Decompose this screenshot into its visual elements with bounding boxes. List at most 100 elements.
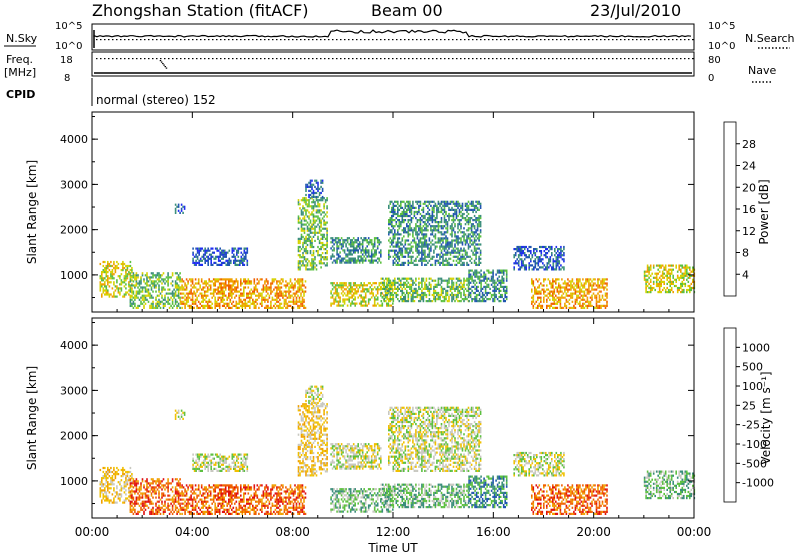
power-cell bbox=[155, 276, 157, 279]
power-cell bbox=[204, 253, 206, 256]
nave-dot bbox=[300, 58, 302, 60]
power-cell bbox=[398, 233, 401, 236]
power-cell bbox=[375, 282, 377, 285]
power-cell bbox=[410, 206, 413, 209]
power-cell bbox=[221, 298, 224, 301]
power-cell bbox=[271, 290, 274, 293]
power-cell bbox=[270, 300, 272, 303]
power-cell bbox=[407, 247, 410, 250]
power-cell bbox=[224, 288, 227, 291]
power-cell bbox=[217, 286, 219, 289]
power-cell bbox=[141, 290, 144, 293]
power-cell bbox=[241, 294, 244, 297]
nsearch-dot bbox=[464, 39, 466, 41]
power-cell bbox=[179, 286, 182, 289]
power-cell bbox=[297, 280, 299, 283]
power-cell bbox=[158, 276, 160, 279]
power-cell bbox=[562, 286, 565, 289]
power-cell bbox=[375, 298, 377, 301]
power-cell bbox=[194, 286, 197, 289]
power-cell bbox=[184, 282, 186, 285]
power-cell bbox=[218, 282, 221, 285]
power-cell bbox=[469, 295, 472, 299]
power-cell bbox=[185, 298, 188, 301]
power-cell bbox=[247, 294, 250, 297]
nsky-panel: N.Sky 10^5 10^0 10^5 10^0 N.Search bbox=[4, 21, 795, 52]
power-cell bbox=[258, 294, 260, 297]
power-cell bbox=[122, 262, 124, 266]
power-cell bbox=[492, 275, 494, 278]
power-cell bbox=[140, 300, 142, 303]
power-cell bbox=[171, 290, 174, 293]
power-cell bbox=[446, 261, 449, 264]
power-cell bbox=[202, 304, 204, 307]
power-cell bbox=[110, 271, 112, 274]
power-cell bbox=[451, 277, 453, 280]
nsearch-dot bbox=[496, 39, 498, 41]
power-cell bbox=[410, 289, 413, 292]
power-cell bbox=[326, 258, 328, 261]
nave-dot bbox=[560, 58, 562, 60]
power-cell bbox=[317, 211, 319, 214]
power-cell bbox=[504, 285, 506, 288]
power-cell bbox=[222, 253, 224, 256]
power-cell bbox=[135, 276, 138, 279]
power-cell bbox=[490, 293, 493, 297]
power-cell bbox=[380, 300, 383, 303]
power-cell bbox=[147, 294, 150, 297]
power-cell bbox=[442, 291, 444, 295]
power-cell bbox=[406, 277, 408, 280]
power-cell bbox=[449, 277, 452, 280]
power-cell bbox=[437, 202, 440, 205]
power-cell bbox=[348, 300, 350, 303]
nsearch-dot bbox=[384, 39, 386, 41]
power-cell bbox=[597, 280, 599, 283]
power-cell bbox=[586, 278, 589, 281]
nsearch-dot bbox=[628, 39, 630, 41]
power-cell bbox=[520, 252, 523, 255]
power-cell bbox=[205, 300, 207, 303]
nsearch-dot bbox=[276, 39, 278, 41]
power-cell bbox=[204, 259, 206, 262]
power-cell bbox=[277, 304, 280, 307]
power-cell bbox=[311, 241, 313, 245]
power-cell bbox=[184, 284, 186, 287]
power-cell bbox=[440, 251, 443, 254]
power-cell bbox=[219, 251, 221, 254]
power-cell bbox=[182, 286, 185, 289]
power-cell bbox=[476, 202, 479, 205]
power-cell bbox=[185, 284, 188, 287]
power-cell bbox=[311, 262, 313, 265]
power-cell bbox=[534, 254, 537, 257]
power-cell bbox=[179, 280, 182, 283]
power-cell bbox=[243, 247, 246, 250]
power-cell bbox=[143, 300, 145, 303]
power-cell bbox=[271, 282, 274, 285]
power-cell bbox=[361, 239, 364, 242]
power-cell bbox=[457, 257, 459, 260]
power-cell bbox=[193, 255, 196, 258]
power-cell bbox=[300, 302, 302, 305]
power-cell bbox=[565, 298, 568, 301]
power-cell bbox=[300, 264, 303, 267]
power-cell bbox=[231, 306, 233, 309]
power-cell bbox=[458, 257, 461, 260]
power-cell bbox=[398, 241, 401, 244]
power-cell bbox=[297, 237, 300, 240]
power-cell bbox=[412, 291, 414, 295]
power-cell bbox=[466, 251, 468, 254]
power-cell bbox=[466, 279, 468, 282]
power-cell bbox=[370, 292, 373, 295]
power-cell bbox=[315, 187, 318, 190]
power-cell bbox=[392, 204, 395, 207]
power-cell bbox=[187, 282, 189, 285]
power-cell bbox=[277, 280, 280, 283]
power-cell bbox=[431, 293, 434, 297]
power-cell bbox=[434, 204, 437, 207]
power-cell bbox=[222, 249, 224, 252]
power-cell bbox=[352, 257, 355, 260]
nave-dot bbox=[248, 58, 250, 60]
power-cell bbox=[211, 247, 214, 250]
nave-dot bbox=[108, 58, 110, 60]
power-cell bbox=[357, 257, 359, 260]
